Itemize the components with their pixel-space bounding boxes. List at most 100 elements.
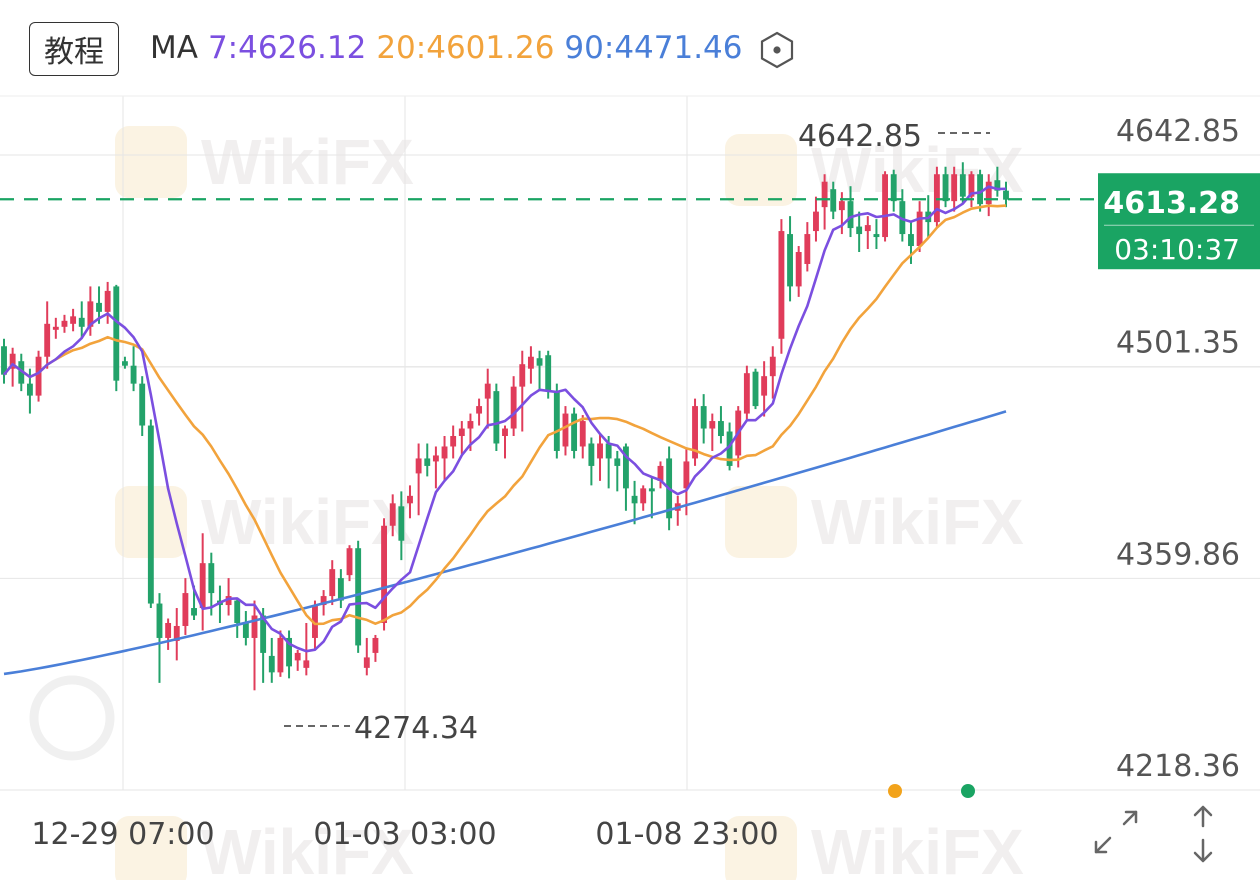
candle-body — [985, 181, 992, 205]
candle-body — [873, 234, 880, 238]
candle-body — [294, 652, 301, 661]
candle-body — [743, 373, 750, 414]
candle-body — [35, 356, 42, 396]
ma7-line — [2, 185, 1007, 653]
candle-body — [407, 495, 413, 504]
candle-body — [942, 174, 949, 202]
candle-body — [752, 371, 759, 407]
candle-body — [191, 608, 197, 616]
ma7-value: 7:4626.12 — [207, 30, 367, 66]
watermark-jin10-logo — [29, 675, 115, 761]
candle-body — [156, 603, 163, 638]
candle-body — [260, 615, 267, 653]
y-axis-label: 4501.35 — [1116, 326, 1240, 361]
candle-body — [96, 302, 102, 312]
high-annotation: 4642.85 — [798, 119, 922, 154]
candle-body — [830, 189, 837, 212]
y-axis-label: 4642.85 — [1116, 114, 1240, 149]
expand-diagonal-icon[interactable] — [1090, 808, 1144, 858]
candle-body — [476, 406, 483, 414]
candle-body — [977, 174, 984, 205]
watermark-logo — [115, 126, 187, 198]
candle-body — [622, 446, 629, 489]
candle-body — [286, 637, 292, 667]
candle-body — [104, 290, 111, 312]
candle-body — [432, 455, 439, 462]
watermark-text: WikiFX — [811, 816, 1024, 880]
candle-body — [709, 421, 716, 429]
event-dot-orange[interactable] — [888, 784, 902, 798]
candle-body — [908, 234, 914, 247]
candle-body — [208, 563, 215, 594]
candle-body — [769, 356, 776, 377]
watermark-logo — [725, 816, 797, 880]
x-axis-label: 01-08 23:00 — [595, 817, 778, 852]
candle-body — [718, 421, 724, 437]
candle-body — [458, 428, 465, 437]
candle-body — [726, 431, 733, 466]
y-axis-label: 4218.36 — [1116, 749, 1240, 784]
candle-body — [225, 596, 232, 606]
x-axis-label: 01-03 03:00 — [313, 817, 496, 852]
indicator-settings-icon[interactable] — [758, 30, 796, 70]
candle-body — [683, 461, 690, 489]
candle-body — [631, 495, 638, 504]
candle-body — [467, 421, 474, 429]
candle-body — [450, 436, 457, 447]
candle-body — [303, 660, 310, 668]
candle-body — [363, 657, 370, 668]
candle-body — [312, 605, 318, 638]
candle-body — [18, 361, 25, 384]
candle-body — [242, 622, 249, 638]
candle-body — [139, 383, 146, 426]
candle-body — [545, 355, 552, 392]
current-price-box — [1098, 173, 1260, 270]
candle-body — [381, 525, 388, 623]
candle-body — [268, 655, 275, 673]
chart-header: 教程 MA 7:4626.12 20:4601.26 90:4471.46 — [0, 0, 1260, 96]
event-dot-green[interactable] — [961, 784, 975, 798]
candle-body — [1003, 190, 1009, 200]
candle-body — [899, 201, 906, 235]
candle-body — [502, 428, 508, 437]
candle-body — [804, 234, 811, 264]
candle-body — [527, 356, 534, 369]
candle-body — [87, 301, 94, 327]
candle-body — [959, 174, 966, 197]
ma-label: MA — [150, 30, 198, 66]
candle-body — [579, 421, 586, 447]
watermark-logo — [115, 816, 187, 880]
candle-body — [692, 406, 698, 459]
candle-body — [398, 506, 405, 541]
candle-body — [389, 503, 396, 526]
watermark-logo — [725, 134, 797, 206]
candle-body — [597, 443, 603, 459]
candle-body — [510, 386, 517, 429]
candle-body — [882, 174, 889, 238]
candle-body — [951, 174, 958, 202]
candle-body — [519, 364, 526, 387]
candle-body — [173, 625, 180, 641]
candle-body — [484, 383, 491, 399]
candle-body — [441, 446, 448, 459]
watermark-text: WikiFX — [201, 486, 414, 558]
candle-body — [346, 548, 353, 576]
candle-body — [424, 458, 431, 466]
tutorial-button[interactable]: 教程 — [29, 22, 119, 76]
candle-body — [536, 358, 543, 366]
countdown-label: 03:10:37 — [1114, 233, 1240, 266]
candle-body — [700, 406, 707, 429]
candle-body — [968, 174, 975, 197]
candle-body — [44, 323, 51, 357]
candle-body — [372, 637, 379, 653]
candle-body — [847, 201, 854, 229]
candle-body — [78, 317, 85, 327]
watermark-logo — [725, 486, 797, 558]
candle-body — [761, 376, 768, 396]
candle-body — [787, 234, 793, 287]
candle-body — [571, 413, 578, 451]
vertical-resize-icon[interactable] — [1188, 804, 1218, 864]
candle-body — [9, 353, 16, 369]
candle-body — [26, 383, 33, 396]
